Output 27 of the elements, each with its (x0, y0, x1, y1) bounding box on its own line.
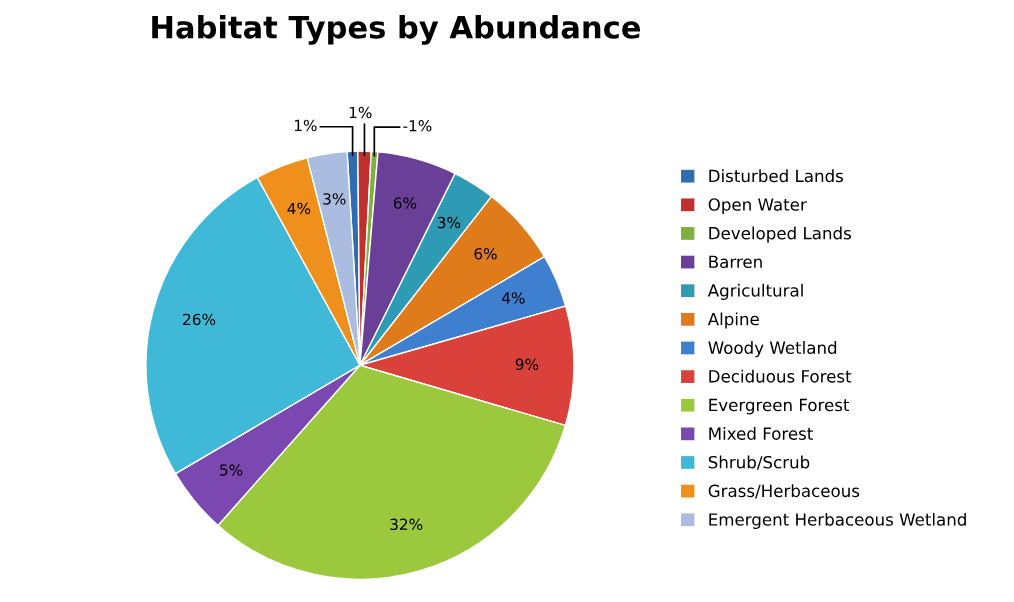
data-label: 1% (294, 119, 317, 132)
data-label: 32% (390, 518, 423, 531)
data-label: 26% (183, 313, 216, 326)
legend-label: Deciduous Forest (709, 369, 852, 383)
legend-label: Agricultural (707, 283, 803, 300)
legend-label: Disturbed Lands (709, 169, 844, 183)
legend-label: Woody Wetland (708, 341, 837, 358)
chart-title: Habitat Types by Abundance (152, 15, 641, 45)
legend-label: Mixed Forest (709, 426, 813, 440)
data-label: 9% (515, 358, 539, 371)
data-label: 6% (474, 248, 497, 260)
data-label: 4% (501, 292, 525, 304)
legend-label: Developed Lands (709, 226, 851, 243)
legend-label: Open Water (708, 198, 807, 215)
legend-label: Evergreen Forest (709, 398, 850, 415)
legend-label: Emergent Herbaceous Wetland (709, 512, 966, 530)
data-label: 4% (287, 202, 311, 215)
data-label: 3% (437, 216, 461, 229)
data-label: 1% (349, 106, 372, 119)
data-label: 6% (393, 197, 417, 209)
legend-label: Grass/Herbaceous (708, 484, 860, 499)
legend-label: Alpine (707, 312, 759, 329)
legend-label: Barren (709, 255, 762, 269)
data-label: 5% (220, 464, 243, 476)
data-label: 3% (323, 193, 346, 205)
text: -1% (403, 120, 432, 132)
legend-label: Shrub/Scrub (708, 455, 810, 470)
